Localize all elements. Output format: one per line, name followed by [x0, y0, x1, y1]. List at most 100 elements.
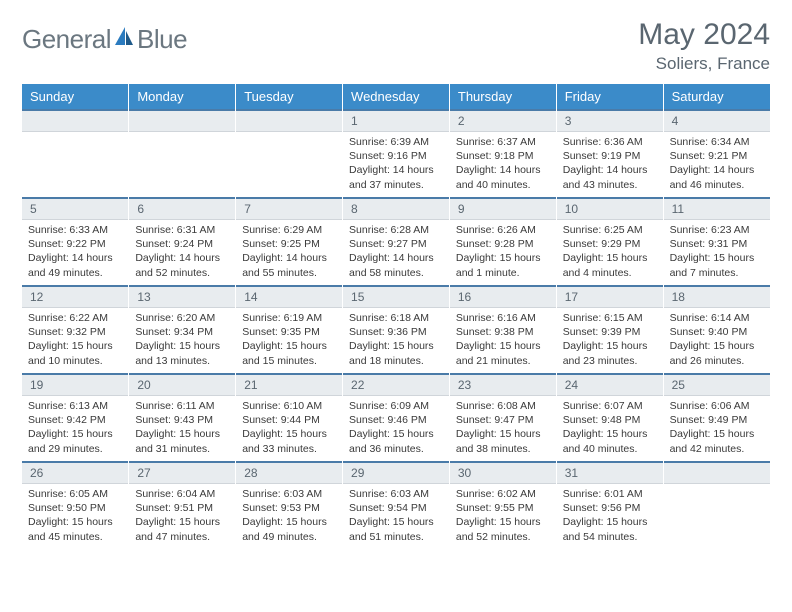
day-number: 9	[450, 197, 556, 220]
day-number	[236, 109, 342, 132]
day-number: 26	[22, 461, 128, 484]
weekday-header: Saturday	[663, 84, 770, 109]
calendar-week: 5Sunrise: 6:33 AMSunset: 9:22 PMDaylight…	[22, 197, 770, 285]
day-number: 20	[129, 373, 235, 396]
weekday-header: Friday	[556, 84, 663, 109]
day-number	[22, 109, 128, 132]
day-cell: 3Sunrise: 6:36 AMSunset: 9:19 PMDaylight…	[556, 109, 663, 197]
day-details: Sunrise: 6:04 AMSunset: 9:51 PMDaylight:…	[129, 484, 235, 549]
calendar-week: 26Sunrise: 6:05 AMSunset: 9:50 PMDayligh…	[22, 461, 770, 549]
day-cell: 30Sunrise: 6:02 AMSunset: 9:55 PMDayligh…	[449, 461, 556, 549]
empty-cell	[236, 109, 343, 197]
day-details: Sunrise: 6:39 AMSunset: 9:16 PMDaylight:…	[343, 132, 449, 197]
day-number: 16	[450, 285, 556, 308]
day-details: Sunrise: 6:10 AMSunset: 9:44 PMDaylight:…	[236, 396, 342, 461]
day-number: 14	[236, 285, 342, 308]
day-cell: 7Sunrise: 6:29 AMSunset: 9:25 PMDaylight…	[236, 197, 343, 285]
day-details: Sunrise: 6:11 AMSunset: 9:43 PMDaylight:…	[129, 396, 235, 461]
brand-text-1: General	[22, 24, 111, 55]
day-cell: 13Sunrise: 6:20 AMSunset: 9:34 PMDayligh…	[129, 285, 236, 373]
day-details: Sunrise: 6:03 AMSunset: 9:53 PMDaylight:…	[236, 484, 342, 549]
calendar-head: SundayMondayTuesdayWednesdayThursdayFrid…	[22, 84, 770, 109]
day-cell: 1Sunrise: 6:39 AMSunset: 9:16 PMDaylight…	[343, 109, 450, 197]
weekday-header: Monday	[129, 84, 236, 109]
day-cell: 27Sunrise: 6:04 AMSunset: 9:51 PMDayligh…	[129, 461, 236, 549]
day-number: 29	[343, 461, 449, 484]
calendar-week: 1Sunrise: 6:39 AMSunset: 9:16 PMDaylight…	[22, 109, 770, 197]
location: Soliers, France	[638, 54, 770, 74]
day-details: Sunrise: 6:31 AMSunset: 9:24 PMDaylight:…	[129, 220, 235, 285]
day-details: Sunrise: 6:22 AMSunset: 9:32 PMDaylight:…	[22, 308, 128, 373]
day-cell: 18Sunrise: 6:14 AMSunset: 9:40 PMDayligh…	[663, 285, 770, 373]
day-number: 27	[129, 461, 235, 484]
day-number: 31	[557, 461, 663, 484]
day-cell: 24Sunrise: 6:07 AMSunset: 9:48 PMDayligh…	[556, 373, 663, 461]
day-cell: 17Sunrise: 6:15 AMSunset: 9:39 PMDayligh…	[556, 285, 663, 373]
day-cell: 31Sunrise: 6:01 AMSunset: 9:56 PMDayligh…	[556, 461, 663, 549]
day-cell: 9Sunrise: 6:26 AMSunset: 9:28 PMDaylight…	[449, 197, 556, 285]
day-number: 19	[22, 373, 128, 396]
day-number: 4	[664, 109, 770, 132]
day-details: Sunrise: 6:16 AMSunset: 9:38 PMDaylight:…	[450, 308, 556, 373]
day-details: Sunrise: 6:14 AMSunset: 9:40 PMDaylight:…	[664, 308, 770, 373]
weekday-header: Thursday	[449, 84, 556, 109]
weekday-header: Sunday	[22, 84, 129, 109]
day-number	[129, 109, 235, 132]
day-details: Sunrise: 6:25 AMSunset: 9:29 PMDaylight:…	[557, 220, 663, 285]
day-cell: 11Sunrise: 6:23 AMSunset: 9:31 PMDayligh…	[663, 197, 770, 285]
day-number: 3	[557, 109, 663, 132]
day-cell: 2Sunrise: 6:37 AMSunset: 9:18 PMDaylight…	[449, 109, 556, 197]
day-details: Sunrise: 6:09 AMSunset: 9:46 PMDaylight:…	[343, 396, 449, 461]
day-cell: 12Sunrise: 6:22 AMSunset: 9:32 PMDayligh…	[22, 285, 129, 373]
day-number: 13	[129, 285, 235, 308]
sail-icon	[113, 25, 135, 54]
day-number	[664, 461, 770, 484]
day-number: 25	[664, 373, 770, 396]
day-cell: 8Sunrise: 6:28 AMSunset: 9:27 PMDaylight…	[343, 197, 450, 285]
day-number: 17	[557, 285, 663, 308]
brand-text-2: Blue	[137, 24, 187, 55]
day-cell: 4Sunrise: 6:34 AMSunset: 9:21 PMDaylight…	[663, 109, 770, 197]
weekday-header: Wednesday	[343, 84, 450, 109]
day-cell: 20Sunrise: 6:11 AMSunset: 9:43 PMDayligh…	[129, 373, 236, 461]
day-number: 15	[343, 285, 449, 308]
day-cell: 14Sunrise: 6:19 AMSunset: 9:35 PMDayligh…	[236, 285, 343, 373]
day-cell: 26Sunrise: 6:05 AMSunset: 9:50 PMDayligh…	[22, 461, 129, 549]
day-cell: 10Sunrise: 6:25 AMSunset: 9:29 PMDayligh…	[556, 197, 663, 285]
day-details: Sunrise: 6:03 AMSunset: 9:54 PMDaylight:…	[343, 484, 449, 549]
day-details: Sunrise: 6:06 AMSunset: 9:49 PMDaylight:…	[664, 396, 770, 461]
day-cell: 21Sunrise: 6:10 AMSunset: 9:44 PMDayligh…	[236, 373, 343, 461]
day-cell: 23Sunrise: 6:08 AMSunset: 9:47 PMDayligh…	[449, 373, 556, 461]
day-details: Sunrise: 6:15 AMSunset: 9:39 PMDaylight:…	[557, 308, 663, 373]
day-details: Sunrise: 6:13 AMSunset: 9:42 PMDaylight:…	[22, 396, 128, 461]
day-details: Sunrise: 6:02 AMSunset: 9:55 PMDaylight:…	[450, 484, 556, 549]
day-number: 11	[664, 197, 770, 220]
day-number: 1	[343, 109, 449, 132]
day-details: Sunrise: 6:18 AMSunset: 9:36 PMDaylight:…	[343, 308, 449, 373]
day-cell: 22Sunrise: 6:09 AMSunset: 9:46 PMDayligh…	[343, 373, 450, 461]
day-details: Sunrise: 6:19 AMSunset: 9:35 PMDaylight:…	[236, 308, 342, 373]
weekday-row: SundayMondayTuesdayWednesdayThursdayFrid…	[22, 84, 770, 109]
day-details: Sunrise: 6:36 AMSunset: 9:19 PMDaylight:…	[557, 132, 663, 197]
day-details: Sunrise: 6:20 AMSunset: 9:34 PMDaylight:…	[129, 308, 235, 373]
day-number: 28	[236, 461, 342, 484]
weekday-header: Tuesday	[236, 84, 343, 109]
calendar-week: 12Sunrise: 6:22 AMSunset: 9:32 PMDayligh…	[22, 285, 770, 373]
header: General Blue May 2024 Soliers, France	[22, 18, 770, 74]
day-number: 2	[450, 109, 556, 132]
day-details: Sunrise: 6:33 AMSunset: 9:22 PMDaylight:…	[22, 220, 128, 285]
day-cell: 29Sunrise: 6:03 AMSunset: 9:54 PMDayligh…	[343, 461, 450, 549]
day-number: 10	[557, 197, 663, 220]
day-cell: 28Sunrise: 6:03 AMSunset: 9:53 PMDayligh…	[236, 461, 343, 549]
day-details: Sunrise: 6:08 AMSunset: 9:47 PMDaylight:…	[450, 396, 556, 461]
day-details: Sunrise: 6:29 AMSunset: 9:25 PMDaylight:…	[236, 220, 342, 285]
day-number: 12	[22, 285, 128, 308]
day-number: 18	[664, 285, 770, 308]
day-cell: 25Sunrise: 6:06 AMSunset: 9:49 PMDayligh…	[663, 373, 770, 461]
empty-cell	[663, 461, 770, 549]
day-cell: 16Sunrise: 6:16 AMSunset: 9:38 PMDayligh…	[449, 285, 556, 373]
day-details: Sunrise: 6:34 AMSunset: 9:21 PMDaylight:…	[664, 132, 770, 197]
day-number: 24	[557, 373, 663, 396]
calendar-week: 19Sunrise: 6:13 AMSunset: 9:42 PMDayligh…	[22, 373, 770, 461]
calendar-table: SundayMondayTuesdayWednesdayThursdayFrid…	[22, 84, 770, 549]
